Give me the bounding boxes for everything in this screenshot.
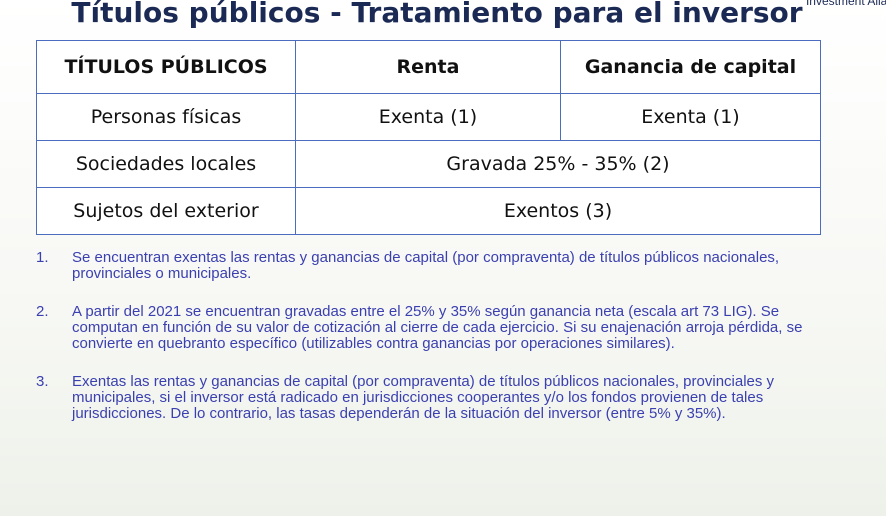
header-row: TÍTULOS PÚBLICOS Renta Ganancia de capit… <box>36 40 821 94</box>
note: 3. Exentas las rentas y ganancias de capi… <box>36 374 816 422</box>
cell: Exenta (1) <box>560 93 821 141</box>
note-text: Exentas las rentas y ganancias de capita… <box>72 373 775 422</box>
table-row: Sociedades locales Gravada 25% - 35% (2) <box>36 140 821 188</box>
cell: Sociedades locales <box>36 140 296 188</box>
note: 2. A partir del 2021 se encuentran gravad… <box>36 304 816 352</box>
corner-logo-text: Investment Allai <box>805 0 886 8</box>
note-number: 1. <box>36 249 49 266</box>
cell: Exentos (3) <box>295 187 821 235</box>
tax-table: TÍTULOS PÚBLICOS Renta Ganancia de capit… <box>36 40 821 235</box>
notes: 1. Se encuentran exentas las rentas y gan… <box>36 250 816 444</box>
table-row: Personas físicas Exenta (1) Exenta (1) <box>36 93 821 141</box>
note-number: 3. <box>36 373 49 390</box>
cell: Exenta (1) <box>295 93 561 141</box>
column-header: Ganancia de capital <box>560 40 821 94</box>
title: Títulos públicos - Tratamiento para el i… <box>71 0 803 29</box>
cell: Gravada 25% - 35% (2) <box>295 140 821 188</box>
column-header: Renta <box>295 40 561 94</box>
table-row: Sujetos del exterior Exentos (3) <box>36 187 821 235</box>
cell: Personas físicas <box>36 93 296 141</box>
note-text: Se encuentran exentas las rentas y ganan… <box>72 249 780 282</box>
cell: Sujetos del exterior <box>36 187 296 235</box>
note-number: 2. <box>36 303 49 320</box>
note: 1. Se encuentran exentas las rentas y gan… <box>36 250 816 282</box>
note-text: A partir del 2021 se encuentran gravadas… <box>72 303 803 352</box>
column-header: TÍTULOS PÚBLICOS <box>36 40 296 94</box>
